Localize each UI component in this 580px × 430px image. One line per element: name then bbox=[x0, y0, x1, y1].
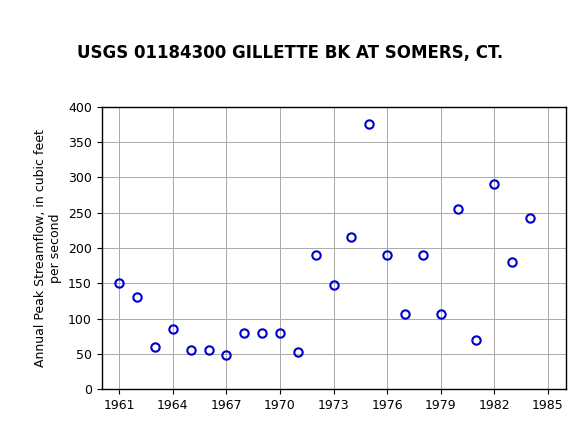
Y-axis label: Annual Peak Streamflow, in cubic feet
per second: Annual Peak Streamflow, in cubic feet pe… bbox=[34, 129, 62, 367]
Text: USGS 01184300 GILLETTE BK AT SOMERS, CT.: USGS 01184300 GILLETTE BK AT SOMERS, CT. bbox=[77, 44, 503, 62]
Text: ≡USGS: ≡USGS bbox=[6, 11, 60, 29]
